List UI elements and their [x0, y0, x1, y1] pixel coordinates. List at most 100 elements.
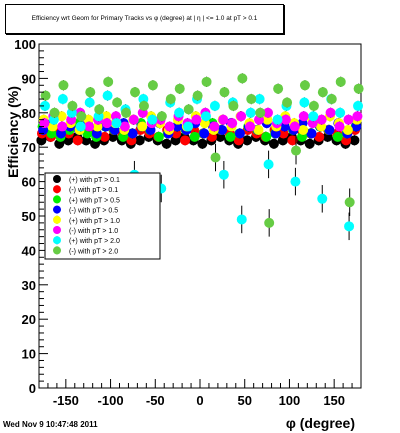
y-tick-label: 100 [14, 37, 36, 52]
data-point [242, 135, 253, 146]
data-point [189, 131, 200, 142]
data-point [324, 125, 335, 135]
data-point [261, 131, 272, 142]
timestamp: Wed Nov 9 10:47:48 2011 [3, 420, 98, 429]
data-point [306, 128, 317, 139]
legend-marker [53, 246, 61, 255]
data-point [234, 128, 245, 139]
data-point [335, 76, 346, 87]
data-point [94, 104, 105, 115]
y-tick-label: 20 [22, 312, 36, 327]
y-axis: 0 10 20 30 40 50 60 70 80 90 100 [14, 37, 48, 396]
legend: (+) with pT > 0.1 (-) with pT > 0.1 (+) wi… [44, 172, 161, 260]
x-tick-label: 150 [323, 393, 345, 408]
data-point [85, 87, 96, 98]
x-tick-label: 50 [237, 393, 251, 408]
data-point [84, 121, 95, 132]
data-point [280, 114, 291, 125]
data-point [236, 111, 247, 122]
data-point [317, 87, 328, 98]
data-point [84, 97, 95, 108]
data-point [287, 135, 298, 146]
x-tick-label: 0 [196, 393, 203, 408]
data-point [228, 100, 239, 111]
data-point [121, 107, 132, 118]
data-point [342, 125, 353, 135]
data-point [153, 131, 164, 142]
data-point [183, 104, 194, 115]
chart-title: Efficiency wrt Geom for Primary Tracks v… [5, 4, 284, 34]
data-point [282, 97, 293, 108]
data-point [72, 135, 83, 146]
data-point [156, 111, 167, 122]
y-axis-label: Efficiency (%) [5, 86, 21, 178]
data-point [299, 97, 310, 108]
data-point [147, 114, 158, 125]
data-point [209, 100, 220, 111]
data-point [137, 121, 148, 132]
data-point [192, 90, 203, 101]
y-tick-label: 90 [22, 71, 36, 86]
data-point [353, 100, 364, 111]
x-tick-label: -100 [98, 393, 124, 408]
data-point [183, 121, 194, 132]
data-point [245, 121, 256, 132]
data-point [308, 111, 319, 122]
legend-marker [53, 215, 61, 224]
legend-label: (+) with pT > 1.0 [69, 218, 120, 225]
data-point [209, 121, 220, 132]
data-point [298, 111, 309, 122]
x-tick-label: -150 [53, 393, 79, 408]
legend-label: (-) with pT > 0.1 [69, 187, 118, 194]
data-point [103, 76, 114, 87]
legend-label: (-) with pT > 0.5 [69, 208, 118, 215]
data-point [326, 94, 337, 105]
data-point [75, 121, 86, 132]
data-point [58, 80, 69, 91]
data-point [289, 121, 300, 132]
data-point [165, 94, 176, 105]
y-tick-label: 30 [22, 278, 36, 293]
data-point [210, 152, 221, 163]
y-tick-label: 40 [22, 243, 36, 258]
data-point [164, 121, 175, 132]
data-point [335, 107, 346, 118]
data-point [236, 214, 247, 225]
data-point [161, 138, 172, 149]
data-point [112, 97, 123, 108]
data-point [325, 107, 336, 118]
data-point [314, 131, 325, 142]
data-point [255, 107, 266, 118]
data-point [49, 107, 60, 118]
legend-label: (-) with pT > 2.0 [69, 248, 118, 255]
data-point [218, 169, 229, 180]
data-point [227, 118, 238, 129]
data-point [76, 111, 87, 122]
data-point [225, 131, 236, 142]
data-point [268, 138, 279, 149]
legend-marker [53, 205, 61, 214]
data-point [299, 80, 310, 91]
legend-label: (+) with pT > 0.1 [69, 177, 120, 184]
data-point [199, 128, 210, 139]
data-point [344, 221, 355, 232]
data-point [147, 80, 158, 91]
data-point [217, 125, 228, 135]
data-point [111, 118, 122, 129]
data-point [246, 94, 257, 105]
data-point [39, 118, 50, 129]
legend-box [44, 172, 161, 260]
data-point [67, 100, 78, 111]
x-axis-label: φ (degree) [286, 415, 355, 431]
data-point [39, 100, 50, 111]
data-point [290, 176, 301, 187]
y-tick-label: 0 [29, 381, 36, 396]
data-point [174, 83, 185, 94]
x-tick-label: 100 [279, 393, 301, 408]
data-points [36, 73, 364, 241]
data-point [218, 114, 229, 125]
y-tick-label: 60 [22, 175, 36, 190]
legend-label: (-) with pT > 1.0 [69, 228, 118, 235]
data-point [200, 111, 211, 122]
data-point [343, 114, 354, 125]
